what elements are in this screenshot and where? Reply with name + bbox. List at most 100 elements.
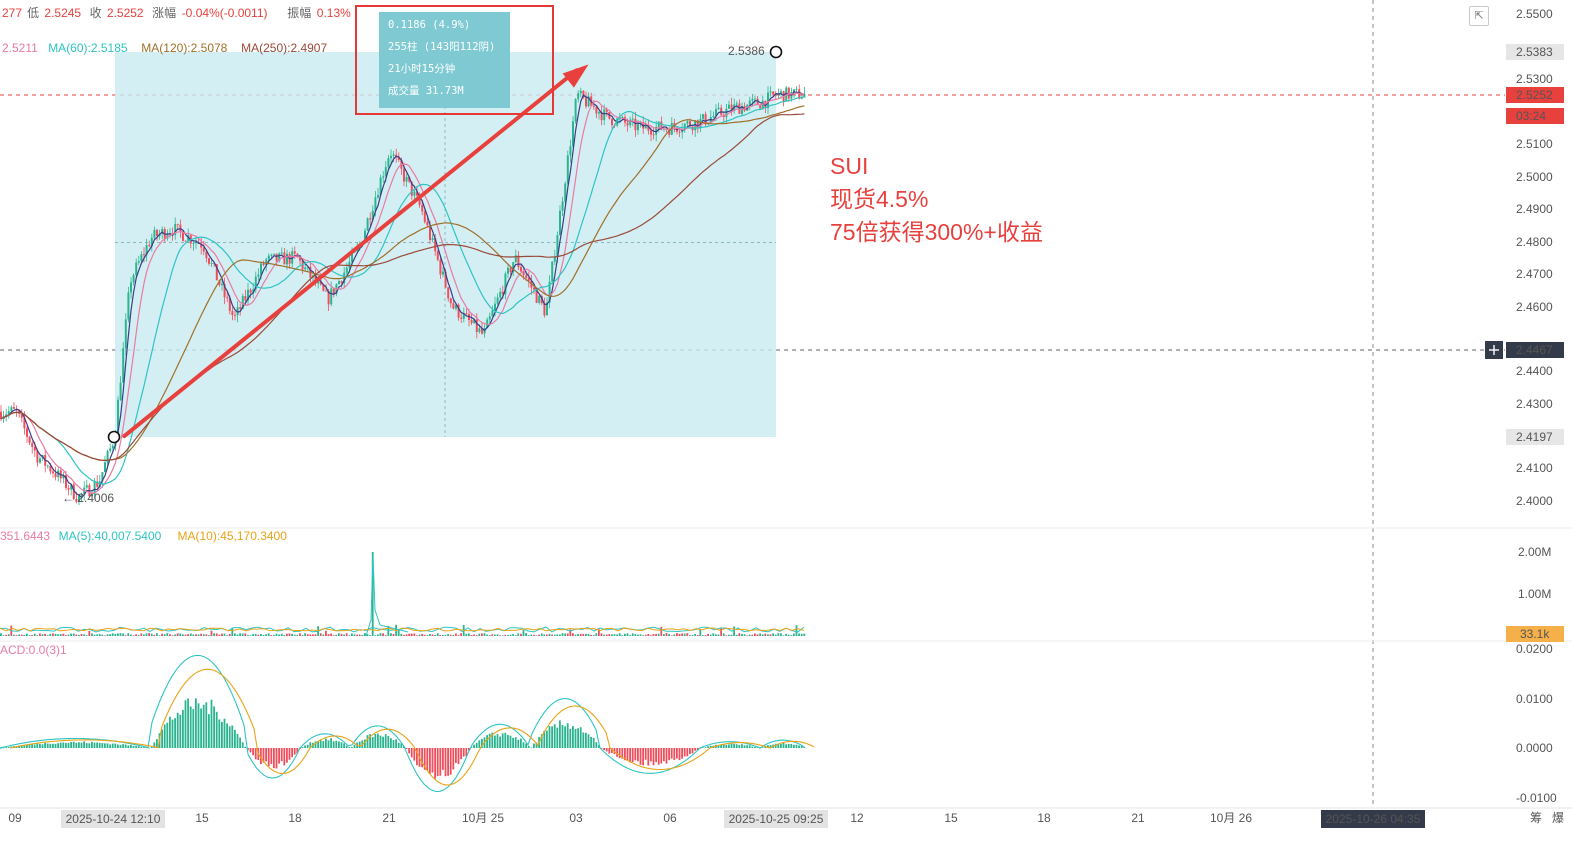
price-tick: 2.4800 — [1516, 235, 1553, 249]
ohlc-field: 0.13% — [317, 6, 351, 20]
candle-body — [512, 262, 515, 273]
volume-bar — [509, 634, 512, 636]
macd-bar — [634, 748, 637, 761]
trend-arrow[interactable] — [122, 64, 589, 439]
macd-bar — [197, 703, 200, 748]
candle-body — [543, 303, 546, 316]
candle-body — [205, 251, 208, 259]
macd-bar — [49, 743, 52, 748]
candle-body — [0, 411, 2, 420]
candle — [447, 287, 450, 302]
volume-bar — [340, 633, 343, 636]
candle-body — [772, 91, 775, 95]
macd-bar — [205, 702, 208, 748]
volume-bar — [429, 633, 431, 636]
macd-bar — [481, 738, 483, 748]
macd-bar — [660, 748, 663, 764]
candle-body — [33, 446, 36, 451]
volume-bar — [226, 635, 228, 636]
plus-icon[interactable] — [1485, 341, 1503, 359]
volume-bar — [413, 633, 416, 636]
time-label: 21 — [1131, 811, 1145, 825]
chip-distribution-button[interactable]: 筹 — [1530, 811, 1542, 825]
candle-body — [748, 100, 751, 105]
candle-body — [556, 235, 559, 257]
volume-bar — [678, 633, 681, 636]
macd-bar — [686, 748, 689, 757]
macd-bar — [725, 744, 728, 748]
candle — [527, 271, 530, 288]
time-label: 10月 25 — [462, 811, 504, 825]
volume-bar — [228, 633, 231, 636]
macd-bar — [455, 748, 457, 763]
volume-bar — [70, 633, 72, 636]
macd-bar — [507, 734, 509, 748]
candle — [195, 237, 197, 249]
period-high-marker[interactable] — [769, 45, 783, 59]
volume-bar — [748, 634, 751, 636]
candle — [720, 104, 723, 117]
candle-body — [265, 259, 268, 265]
candle-body — [793, 89, 795, 92]
macd-bar — [767, 745, 769, 748]
candle-body — [717, 107, 720, 110]
time-label: 21 — [382, 811, 396, 825]
volume-bar — [18, 634, 20, 636]
volume-tag-bg — [1506, 626, 1564, 642]
macd-bar — [751, 746, 754, 748]
time-tag-bg — [1321, 810, 1425, 828]
liquidation-button[interactable]: 爆 — [1552, 811, 1564, 825]
candle-body — [720, 107, 723, 115]
ohlc-header: 277 低 2.5245 收 2.5252 涨幅 -0.04%(-0.0011) 振幅 0.13… — [2, 5, 351, 20]
volume-bar — [80, 633, 83, 636]
volume-bar — [104, 635, 106, 636]
volume-bar — [423, 634, 426, 636]
candle-body — [780, 91, 782, 94]
macd-bar — [280, 748, 283, 762]
volume-bar — [546, 634, 548, 636]
macd-bar — [696, 748, 699, 751]
volume-bar — [452, 634, 455, 636]
macd-bar — [293, 748, 296, 755]
candle-body — [31, 442, 34, 447]
candle — [78, 494, 80, 506]
volume-bar — [603, 634, 605, 636]
volume-bar — [655, 634, 657, 636]
volume-bar — [249, 635, 252, 636]
macd-bar — [787, 743, 790, 748]
candle-body — [200, 243, 203, 248]
volume-bar — [650, 635, 652, 636]
volume-bar — [221, 633, 223, 636]
macd-bar — [800, 745, 803, 748]
candle-body — [208, 258, 210, 264]
macd-bar — [59, 742, 62, 748]
volume-bar — [733, 626, 735, 636]
macd-bar — [106, 743, 109, 748]
candle-body — [150, 237, 153, 247]
candle-body — [374, 197, 377, 211]
macd-bar — [439, 748, 442, 776]
measure-start-marker[interactable] — [107, 430, 121, 444]
volume-bar — [795, 625, 798, 636]
macd-bar — [553, 724, 556, 748]
macd-bar — [200, 708, 202, 748]
volume-bar — [548, 633, 551, 636]
expand-icon[interactable]: ⇱ — [1469, 6, 1489, 26]
volume-bar — [132, 635, 135, 636]
candle — [104, 455, 106, 473]
candle-body — [10, 407, 13, 412]
volume-bar — [15, 635, 18, 636]
macd-bar — [247, 748, 249, 751]
candle-body — [605, 109, 608, 112]
macd-bar — [564, 726, 566, 748]
ma-value: 2.5211 — [2, 41, 38, 55]
volume-bar — [257, 634, 260, 636]
volume-bar — [405, 634, 408, 636]
volume-bar — [130, 634, 132, 636]
macd-bar — [416, 748, 418, 766]
macd-bar — [179, 714, 182, 748]
price-tick: 2.4000 — [1516, 494, 1553, 508]
candle-body — [278, 253, 281, 262]
candle-body — [572, 121, 574, 147]
